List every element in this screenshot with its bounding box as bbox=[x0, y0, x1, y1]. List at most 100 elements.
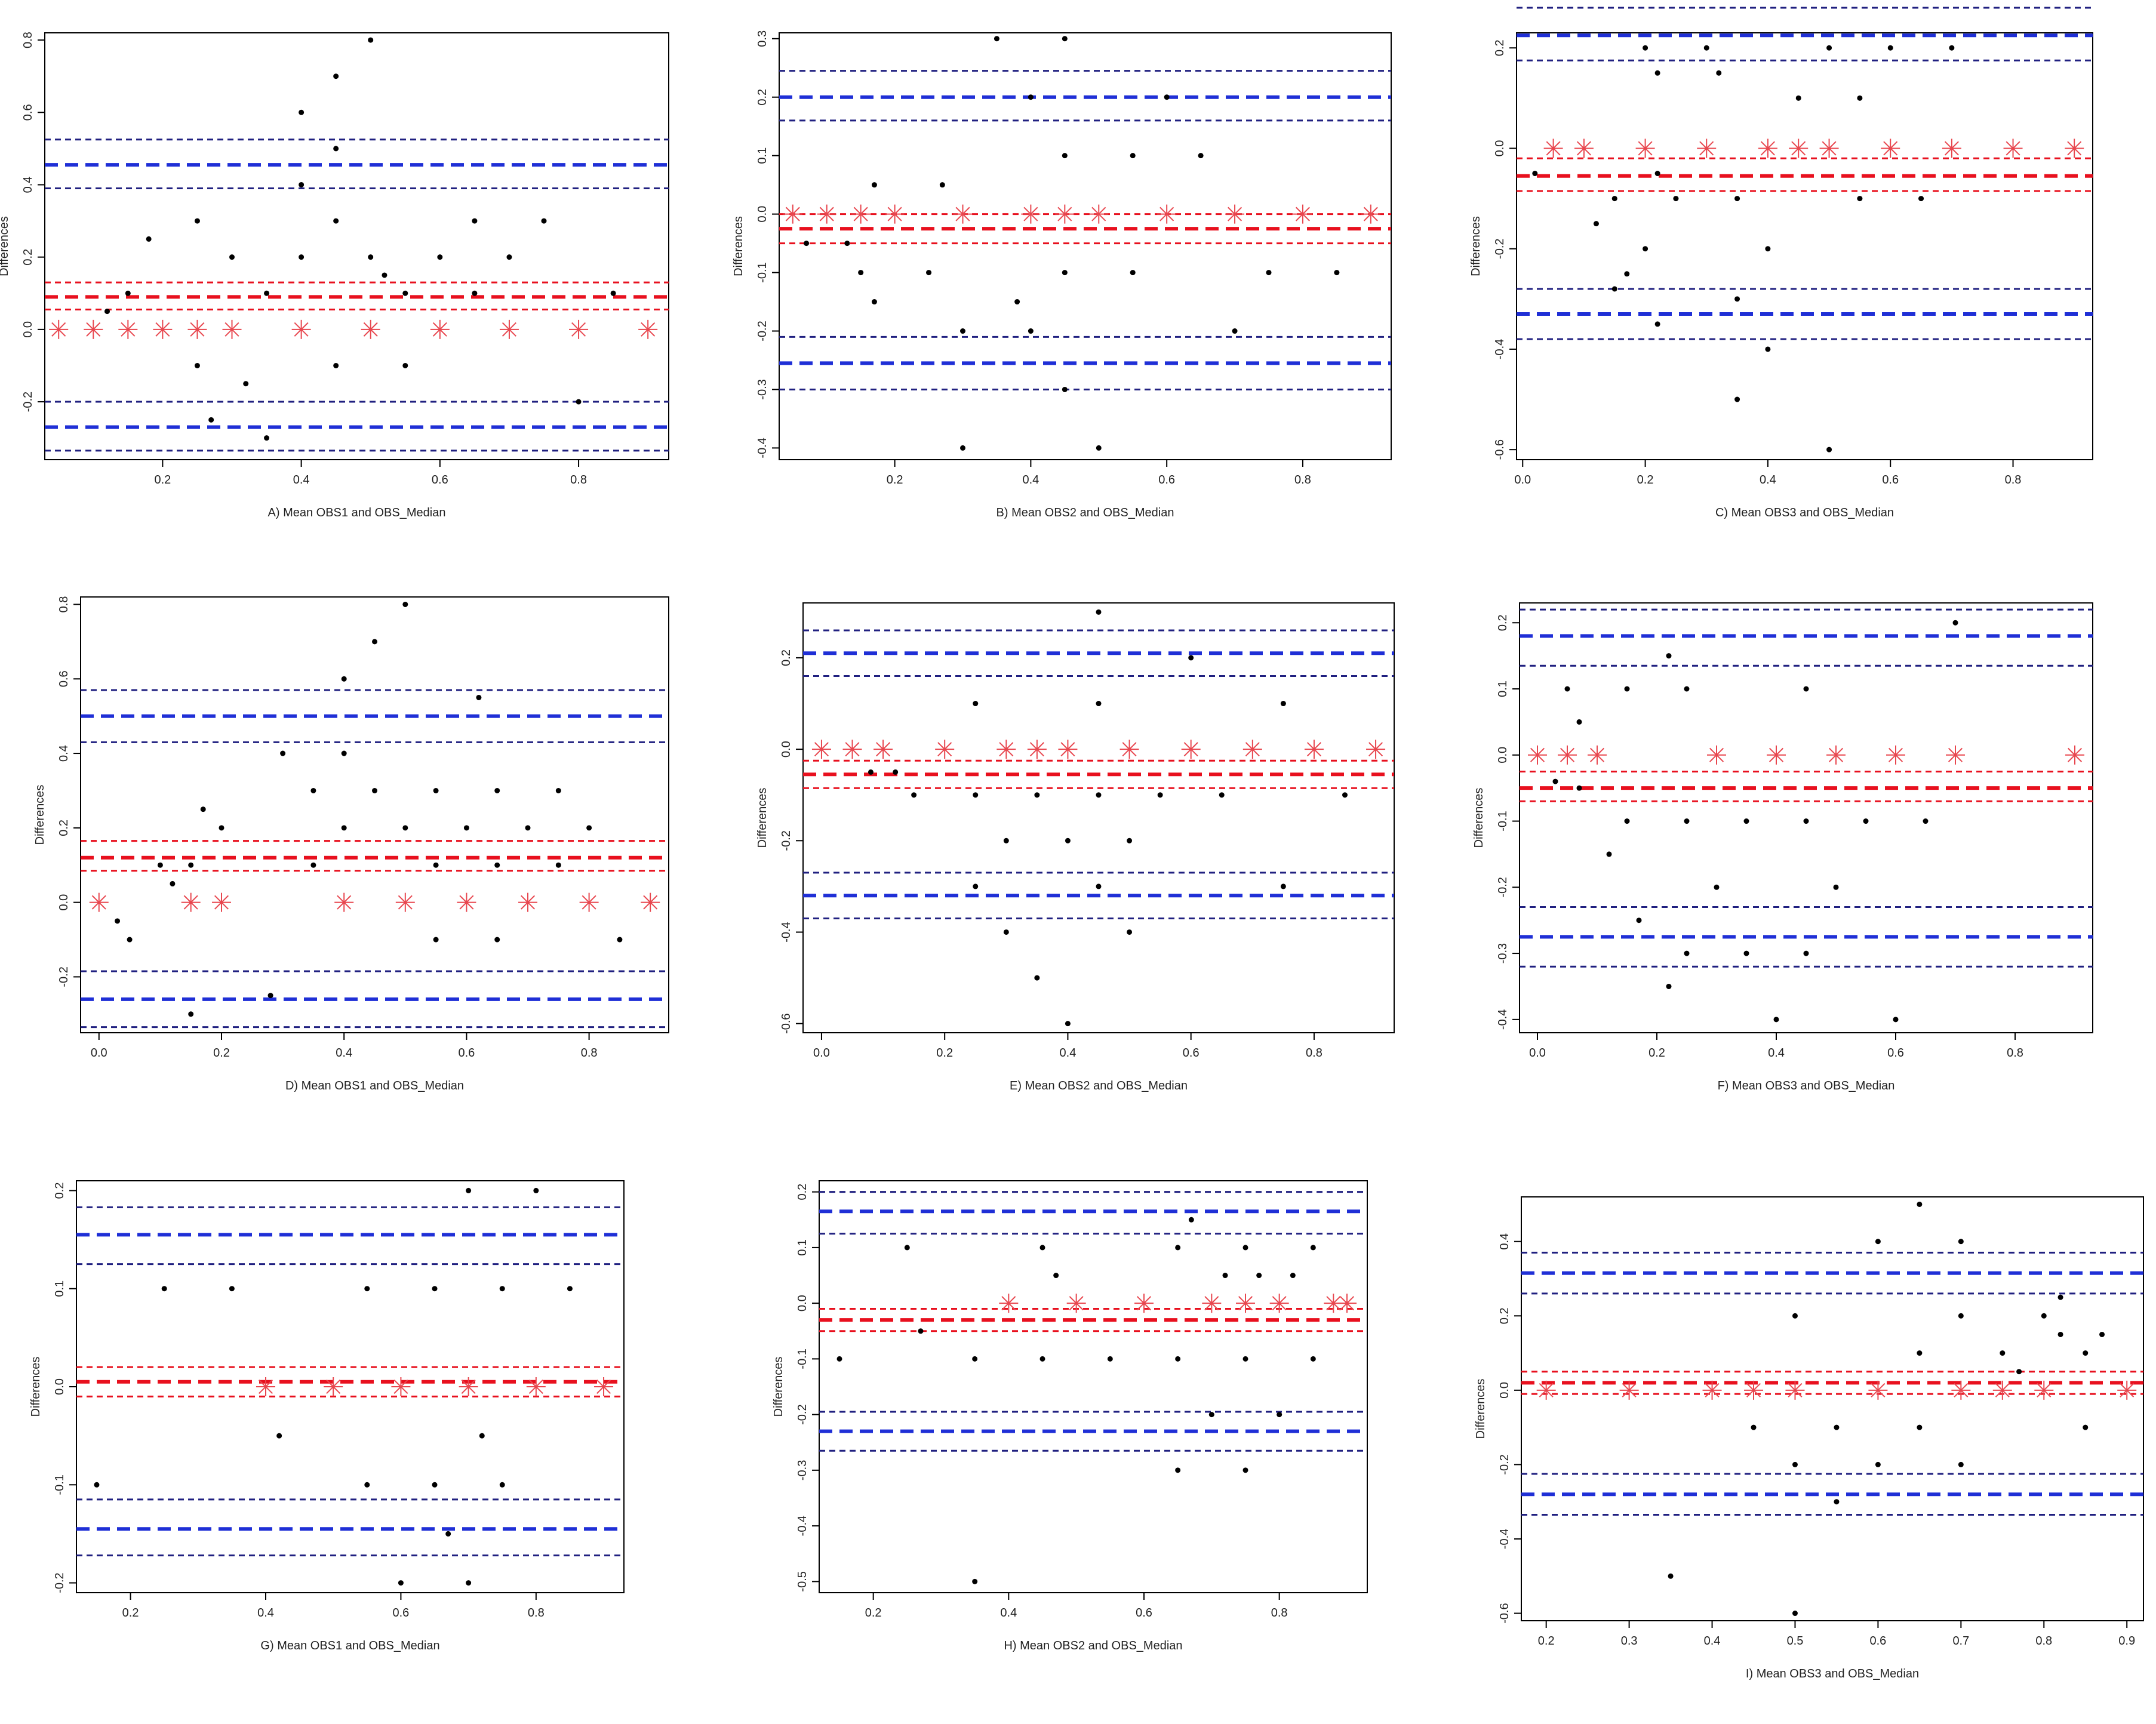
data-point bbox=[1917, 1350, 1923, 1356]
data-point-tied bbox=[2065, 745, 2084, 765]
data-point bbox=[310, 862, 316, 868]
y-tick-label: -0.4 bbox=[1496, 1009, 1509, 1030]
data-point bbox=[893, 769, 899, 775]
data-point-tied bbox=[1236, 1294, 1255, 1313]
data-point-tied bbox=[569, 319, 589, 339]
x-tick-label: 0.6 bbox=[1882, 473, 1899, 487]
data-point bbox=[170, 881, 176, 886]
data-point bbox=[161, 1286, 167, 1292]
data-point bbox=[276, 1433, 282, 1439]
data-point-tied bbox=[1707, 745, 1726, 765]
x-tick-label: 0.2 bbox=[154, 473, 171, 487]
data-point bbox=[1765, 246, 1771, 252]
data-point bbox=[1034, 792, 1040, 798]
data-point bbox=[1266, 270, 1272, 276]
x-tick-label: 0.8 bbox=[2007, 1046, 2023, 1060]
data-point-tied bbox=[2034, 1380, 2054, 1400]
data-point bbox=[2016, 1369, 2022, 1375]
y-tick-label: 0.6 bbox=[57, 670, 70, 687]
data-point-tied bbox=[118, 319, 138, 339]
data-point bbox=[433, 787, 439, 793]
data-point bbox=[333, 146, 339, 152]
data-point bbox=[472, 218, 478, 224]
data-point bbox=[494, 862, 500, 868]
data-point bbox=[1875, 1461, 1881, 1467]
data-point bbox=[1310, 1245, 1316, 1251]
data-point bbox=[1684, 950, 1690, 956]
data-point bbox=[610, 290, 616, 296]
data-point bbox=[1096, 609, 1102, 615]
data-point bbox=[555, 862, 561, 868]
data-point-tied bbox=[1543, 138, 1563, 158]
y-tick-label: 0.1 bbox=[53, 1280, 66, 1297]
x-tick-label: 0.0 bbox=[813, 1046, 830, 1060]
data-point bbox=[1917, 1201, 1923, 1207]
data-point-tied bbox=[811, 740, 831, 759]
data-point bbox=[1280, 701, 1286, 707]
data-point bbox=[1803, 686, 1809, 692]
y-tick-label: 0.2 bbox=[53, 1183, 66, 1199]
y-tick-label: -0.2 bbox=[21, 392, 35, 412]
data-point-tied bbox=[842, 740, 862, 759]
data-point-tied bbox=[84, 319, 103, 339]
data-point bbox=[2041, 1313, 2047, 1319]
x-tick-label: 0.2 bbox=[213, 1046, 230, 1060]
data-point bbox=[1606, 851, 1612, 857]
data-point bbox=[494, 937, 500, 943]
data-point bbox=[1003, 929, 1009, 935]
data-point bbox=[364, 1482, 370, 1488]
x-tick-label: 0.2 bbox=[122, 1606, 139, 1620]
data-point bbox=[1684, 686, 1690, 692]
data-point bbox=[1857, 196, 1863, 202]
data-point bbox=[104, 309, 110, 315]
data-point bbox=[200, 806, 206, 812]
y-tick-label: 0.0 bbox=[53, 1378, 66, 1395]
y-tick-label: -0.2 bbox=[780, 830, 793, 851]
data-point-tied bbox=[1789, 138, 1809, 158]
data-point bbox=[157, 862, 163, 868]
y-tick-label: -0.4 bbox=[1498, 1529, 1511, 1549]
y-tick-label: 0.0 bbox=[21, 321, 35, 338]
chart-panel-8: 0.2 0.4 0.6 0.8 -0.5 -0.4 -0.3 -0.2 -0.1 0.0 0.1 0.… bbox=[772, 1180, 1368, 1652]
data-point bbox=[1714, 884, 1720, 890]
x-tick-label: 0.2 bbox=[1637, 473, 1654, 487]
data-point-tied bbox=[1702, 1380, 1722, 1400]
data-point bbox=[264, 290, 270, 296]
data-point bbox=[479, 1433, 485, 1439]
data-point bbox=[1242, 1467, 1248, 1473]
data-point bbox=[1552, 778, 1558, 784]
data-point-tied bbox=[1767, 745, 1786, 765]
data-point bbox=[1277, 1412, 1282, 1418]
y-tick-label: -0.5 bbox=[796, 1571, 809, 1591]
x-tick-label: 0.6 bbox=[1158, 473, 1175, 487]
data-point-tied bbox=[1574, 138, 1594, 158]
data-point bbox=[1743, 950, 1749, 956]
data-point-tied bbox=[1202, 1294, 1222, 1313]
data-point bbox=[1734, 296, 1740, 302]
data-point bbox=[1219, 792, 1225, 798]
x-tick-label: 0.3 bbox=[1621, 1634, 1638, 1648]
y-axis-label: Differences bbox=[772, 1357, 785, 1417]
data-point-tied bbox=[1868, 1380, 1888, 1400]
y-tick-label: -0.1 bbox=[1496, 811, 1509, 831]
data-point-tied bbox=[579, 892, 599, 912]
x-tick-label: 0.4 bbox=[1060, 1046, 1077, 1060]
data-point bbox=[280, 750, 286, 756]
x-axis-label: B) Mean OBS2 and OBS_Median bbox=[997, 506, 1174, 519]
x-axis-label: F) Mean OBS3 and OBS_Median bbox=[1718, 1079, 1895, 1092]
y-tick-label: 0.8 bbox=[21, 32, 35, 48]
data-point bbox=[1127, 838, 1133, 843]
data-point bbox=[533, 1187, 539, 1193]
data-point bbox=[1654, 321, 1660, 327]
x-tick-label: 0.6 bbox=[1870, 1634, 1887, 1648]
data-point bbox=[1034, 975, 1040, 981]
data-point-tied bbox=[1225, 204, 1245, 224]
y-tick-label: 0.2 bbox=[756, 89, 769, 106]
y-tick-label: -0.1 bbox=[796, 1349, 809, 1369]
x-tick-label: 0.4 bbox=[293, 473, 310, 487]
data-point bbox=[2099, 1331, 2105, 1337]
data-point bbox=[333, 73, 339, 79]
x-axis-label: E) Mean OBS2 and OBS_Median bbox=[1010, 1079, 1188, 1092]
data-point bbox=[1643, 246, 1648, 252]
data-point bbox=[1918, 196, 1924, 202]
